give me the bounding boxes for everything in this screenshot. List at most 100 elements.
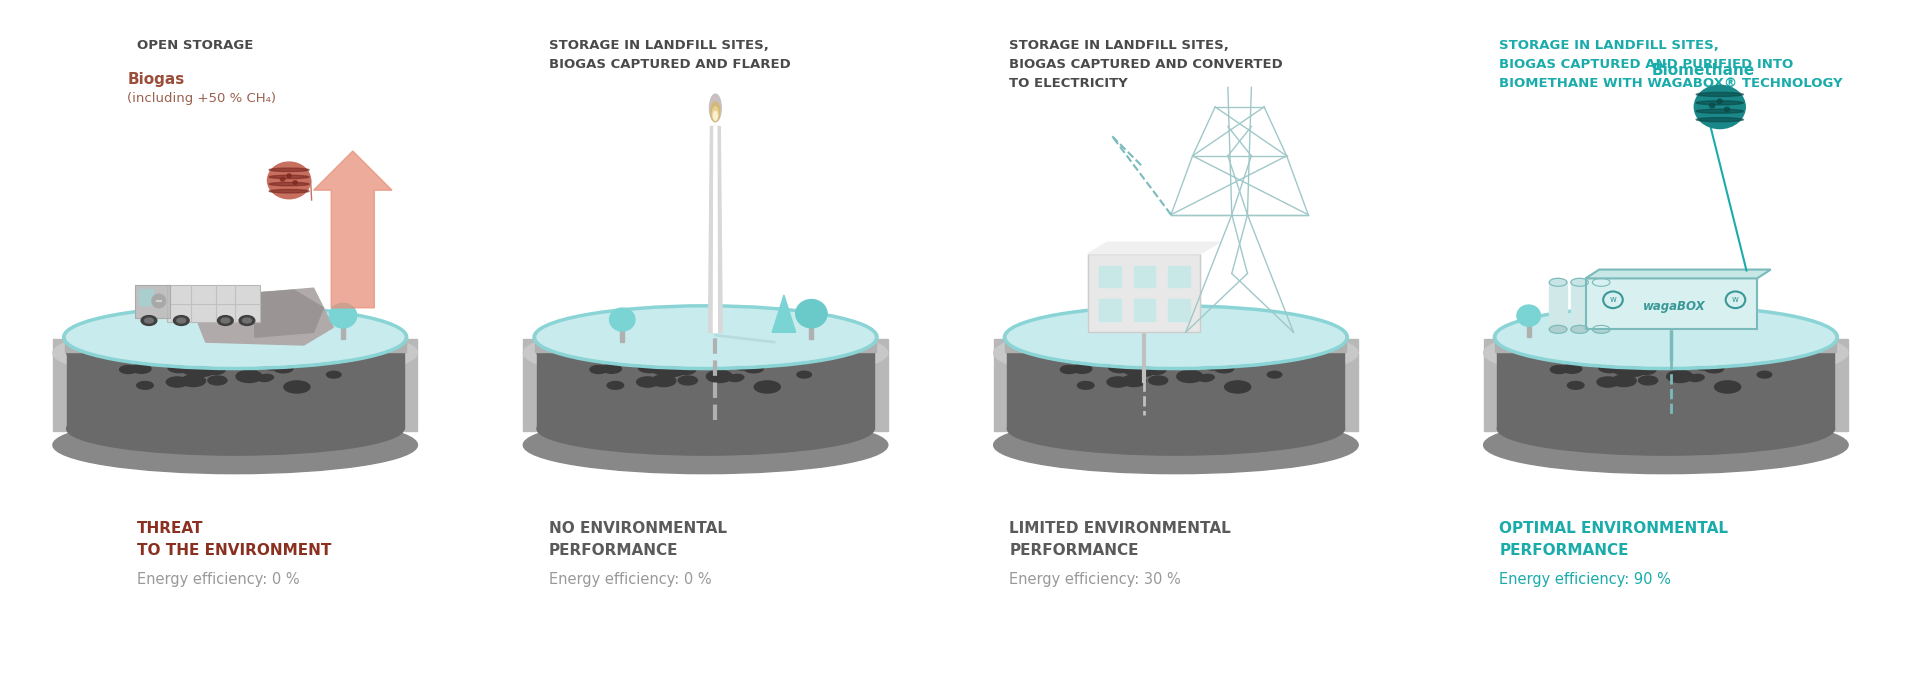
Ellipse shape [328,304,357,328]
Text: w: w [1609,295,1617,304]
Text: Biogas: Biogas [127,72,184,87]
Ellipse shape [257,375,271,382]
FancyBboxPatch shape [1100,299,1121,321]
Ellipse shape [186,322,209,333]
FancyBboxPatch shape [138,289,154,305]
Polygon shape [1571,282,1588,329]
Ellipse shape [90,326,106,333]
Ellipse shape [703,347,716,353]
Ellipse shape [1146,365,1165,374]
Ellipse shape [1008,402,1344,455]
Ellipse shape [1724,107,1730,112]
Ellipse shape [1108,362,1131,373]
Ellipse shape [1542,337,1565,348]
Ellipse shape [236,370,261,383]
Ellipse shape [1018,331,1041,341]
Ellipse shape [1244,322,1269,334]
Text: THREAT: THREAT [136,521,204,536]
Ellipse shape [524,324,887,382]
Ellipse shape [1695,109,1743,113]
Text: OPTIMAL ENVIRONMENTAL: OPTIMAL ENVIRONMENTAL [1500,521,1728,536]
Ellipse shape [1567,382,1584,389]
Polygon shape [810,327,814,339]
Ellipse shape [144,318,154,323]
Polygon shape [538,352,874,429]
Text: BIOGAS CAPTURED AND CONVERTED: BIOGAS CAPTURED AND CONVERTED [1010,58,1283,71]
Ellipse shape [559,326,576,333]
Ellipse shape [65,310,405,363]
Text: (including +50 % CH₄): (including +50 % CH₄) [127,92,276,105]
Text: Energy efficiency: 0 %: Energy efficiency: 0 % [136,572,300,588]
Ellipse shape [269,175,309,179]
Ellipse shape [1803,335,1818,342]
Ellipse shape [1202,374,1213,380]
Text: Biomethane: Biomethane [1651,62,1755,78]
Ellipse shape [1695,92,1743,96]
Ellipse shape [1638,376,1657,385]
Polygon shape [1586,270,1770,279]
Ellipse shape [261,374,273,380]
Polygon shape [1484,339,1849,430]
Ellipse shape [1736,322,1761,334]
Ellipse shape [1313,335,1329,342]
Ellipse shape [1709,103,1715,108]
Ellipse shape [745,364,764,373]
Text: wagaBOX: wagaBOX [1644,300,1707,313]
Ellipse shape [653,366,672,375]
Ellipse shape [1198,326,1212,332]
Ellipse shape [564,328,586,337]
FancyBboxPatch shape [1167,265,1190,287]
Polygon shape [1549,282,1567,329]
Ellipse shape [538,308,874,367]
Ellipse shape [207,376,227,385]
Ellipse shape [1549,365,1567,374]
Ellipse shape [180,375,205,387]
Ellipse shape [1206,364,1219,370]
Polygon shape [1089,242,1219,254]
Ellipse shape [774,322,799,334]
Polygon shape [708,127,722,332]
Ellipse shape [67,326,403,378]
Text: STORAGE IN LANDFILL SITES,: STORAGE IN LANDFILL SITES, [1010,40,1229,52]
Ellipse shape [1693,85,1745,129]
Text: BIOGAS CAPTURED AND FLARED: BIOGAS CAPTURED AND FLARED [549,58,791,71]
Ellipse shape [257,326,271,332]
Ellipse shape [67,308,403,367]
Ellipse shape [275,364,294,373]
Ellipse shape [305,322,328,334]
Polygon shape [714,127,718,332]
Ellipse shape [294,181,298,184]
Polygon shape [65,337,405,352]
Ellipse shape [678,376,697,385]
Ellipse shape [1665,347,1676,353]
Ellipse shape [140,315,157,326]
Ellipse shape [182,366,202,375]
Ellipse shape [1208,327,1227,335]
Ellipse shape [1705,364,1724,373]
FancyBboxPatch shape [1167,299,1190,321]
Ellipse shape [524,416,887,473]
Ellipse shape [755,381,780,393]
Ellipse shape [286,174,292,177]
Ellipse shape [67,402,403,455]
Text: STORAGE IN LANDFILL SITES,: STORAGE IN LANDFILL SITES, [549,40,768,52]
Ellipse shape [843,335,858,342]
Ellipse shape [205,365,225,374]
Ellipse shape [609,308,636,331]
Ellipse shape [372,335,388,342]
Polygon shape [196,288,334,345]
Ellipse shape [536,310,876,363]
Ellipse shape [1617,322,1640,333]
Ellipse shape [1592,326,1611,333]
Ellipse shape [1620,365,1645,376]
Ellipse shape [768,336,780,342]
Ellipse shape [1173,347,1187,353]
Text: NO ENVIRONMENTAL: NO ENVIRONMENTAL [549,521,728,536]
FancyBboxPatch shape [167,286,259,322]
Ellipse shape [538,326,874,378]
Ellipse shape [1636,365,1657,374]
Ellipse shape [111,337,134,348]
Ellipse shape [589,365,607,374]
Ellipse shape [1236,336,1250,342]
Ellipse shape [1695,100,1743,105]
